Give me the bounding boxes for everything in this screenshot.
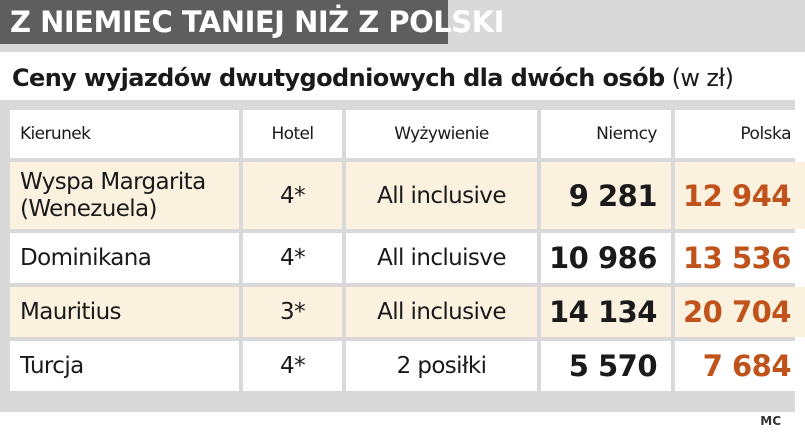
- caption-text: Ceny wyjazdów dwutygodniowych dla dwóch …: [12, 64, 665, 92]
- header-board: Wyżywienie: [346, 110, 537, 158]
- row-4-board: 2 posiłki: [346, 341, 537, 391]
- row-3-germany-price: 14 134: [541, 287, 671, 337]
- row-4-hotel: 4*: [243, 341, 342, 391]
- row-1-hotel: 4*: [243, 162, 342, 229]
- row-4-poland-price: 7 684: [675, 341, 805, 391]
- row-4-destination: Turcja: [10, 341, 239, 391]
- header-destination: Kierunek: [10, 110, 239, 158]
- row-1-germany-price: 9 281: [541, 162, 671, 229]
- price-table: Kierunek Hotel Wyżywienie Niemcy Polska …: [10, 110, 805, 391]
- row-3-poland-price: 20 704: [675, 287, 805, 337]
- row-2-destination: Dominikana: [10, 233, 239, 283]
- row-3-destination: Mauritius: [10, 287, 239, 337]
- row-1-board: All inclusive: [346, 162, 537, 229]
- row-1-destination: Wyspa Margarita (Wenezuela): [10, 162, 239, 229]
- title-banner: Z NIEMIEC TANIEJ NIŻ Z POLSKI: [0, 0, 805, 52]
- row-3-board: All inclusive: [346, 287, 537, 337]
- row-2-hotel: 4*: [243, 233, 342, 283]
- row-2-board: All incluisve: [346, 233, 537, 283]
- row-2-germany-price: 10 986: [541, 233, 671, 283]
- row-2-poland-price: 13 536: [675, 233, 805, 283]
- caption-unit: (w zł): [671, 64, 734, 92]
- row-4-germany-price: 5 570: [541, 341, 671, 391]
- header-hotel: Hotel: [243, 110, 342, 158]
- table-caption: Ceny wyjazdów dwutygodniowych dla dwóch …: [12, 60, 734, 96]
- header-germany: Niemcy: [541, 110, 671, 158]
- header-poland: Polska: [675, 110, 805, 158]
- page-title: Z NIEMIEC TANIEJ NIŻ Z POLSKI: [0, 0, 504, 44]
- row-1-poland-price: 12 944: [675, 162, 805, 229]
- row-3-hotel: 3*: [243, 287, 342, 337]
- source-credit: MC: [760, 414, 781, 428]
